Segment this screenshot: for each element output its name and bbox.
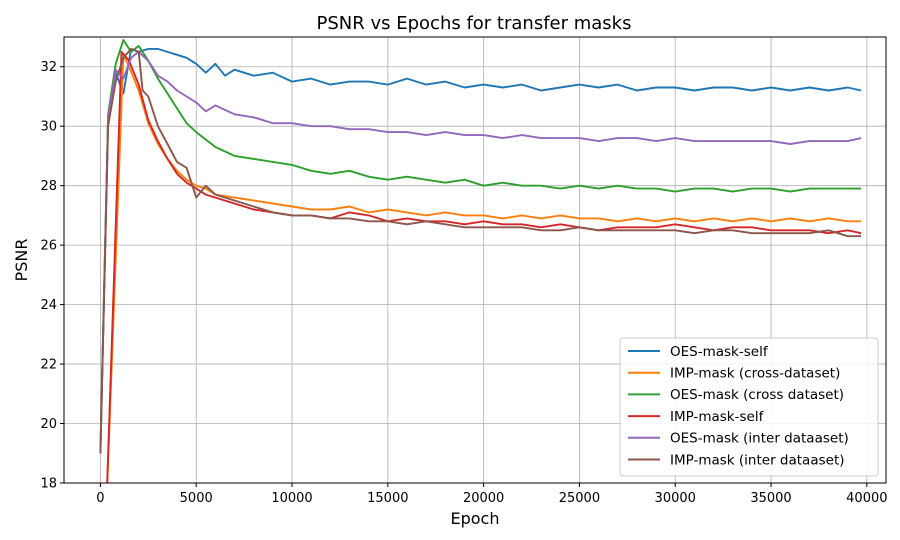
series-line-oes-mask-self <box>99 47 862 451</box>
x-tick-label: 30000 <box>655 491 696 506</box>
legend-label: OES-mask (cross dataset) <box>670 387 844 403</box>
series-line-imp-mask-inter-dataaset <box>99 47 862 454</box>
y-tick-label: 22 <box>40 358 57 373</box>
series-line-imp-mask-self <box>106 50 862 483</box>
x-tick-label: 15000 <box>367 491 408 506</box>
legend-label: IMP-mask (cross-dataset) <box>670 366 840 382</box>
x-tick-label: 20000 <box>463 491 504 506</box>
x-tick-label: 40000 <box>846 491 887 506</box>
legend-label: IMP-mask-self <box>670 409 765 425</box>
series-line-oes-mask-cross-dataset <box>99 39 862 454</box>
x-axis-label: Epoch <box>451 509 500 528</box>
legend-label: OES-mask-self <box>670 344 769 360</box>
legend-box <box>619 337 879 477</box>
y-tick-label: 30 <box>40 120 57 135</box>
y-tick-label: 28 <box>40 179 57 194</box>
series-lines <box>99 39 862 483</box>
x-tick-label: 10000 <box>271 491 312 506</box>
plot-frame <box>63 36 887 484</box>
chart-title: PSNR vs Epochs for transfer masks <box>317 13 632 34</box>
y-tick-label: 32 <box>40 60 57 75</box>
x-tick-label: 25000 <box>559 491 600 506</box>
x-tick-label: 35000 <box>750 491 791 506</box>
legend-label: OES-mask (inter dataaset) <box>670 431 849 447</box>
y-axis-label: PSNR <box>12 239 31 282</box>
x-tick-label: 5000 <box>180 491 213 506</box>
legend: OES-mask-self IMP-mask (cross-dataset) OES… <box>619 337 879 477</box>
y-tick-label: 18 <box>40 477 57 492</box>
y-tick-label: 20 <box>40 417 57 432</box>
legend-label: IMP-mask (inter dataaset) <box>670 452 845 468</box>
y-tick-label: 26 <box>40 239 57 254</box>
x-tick-label: 0 <box>96 491 104 506</box>
y-tick-label: 24 <box>40 298 57 313</box>
series-line-imp-mask-cross-dataset <box>106 53 862 483</box>
axis-ticks: 0 5000 10000 15000 20000 25000 30000 35000 40000… <box>40 60 887 506</box>
series-line-oes-mask-inter-dataaset <box>99 50 862 454</box>
